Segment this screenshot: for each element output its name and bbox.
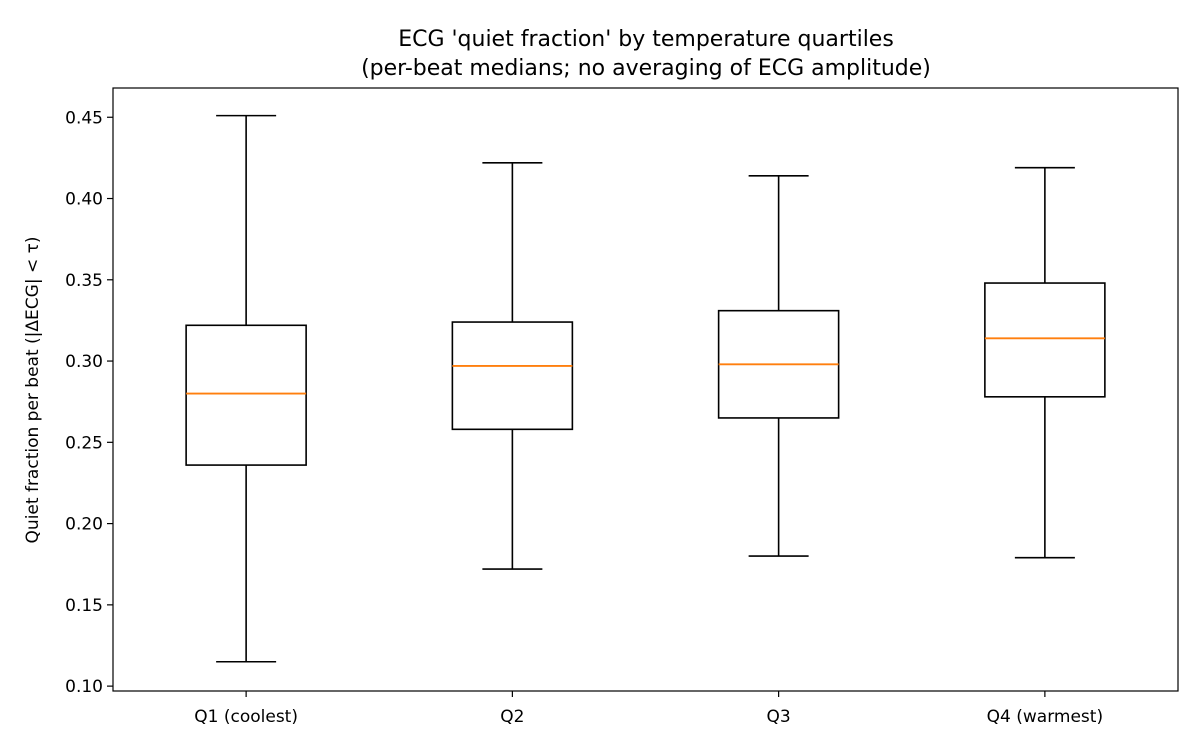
y-tick-label: 0.40 — [65, 190, 103, 210]
y-tick-label: 0.20 — [65, 515, 103, 535]
chart-title: ECG 'quiet fraction' by temperature quar… — [398, 27, 894, 52]
x-tick-label: Q2 — [500, 707, 524, 727]
box-iqr — [451, 321, 574, 431]
y-axis-label: Quiet fraction per beat (|ΔECG| < τ) — [23, 237, 43, 544]
x-tick-label: Q4 (warmest) — [987, 707, 1103, 727]
y-tick-label: 0.45 — [65, 108, 103, 128]
y-tick-label: 0.10 — [65, 677, 103, 697]
box-iqr — [185, 324, 307, 466]
y-tick-label: 0.35 — [65, 271, 103, 291]
x-tick-label: Q3 — [767, 707, 791, 727]
y-tick-label: 0.15 — [65, 596, 103, 616]
x-tick-label: Q1 (coolest) — [194, 707, 298, 727]
y-tick-label: 0.30 — [65, 352, 103, 372]
box-iqr — [984, 282, 1106, 398]
y-tick-label: 0.25 — [65, 433, 103, 453]
plot-area: 0.10 0.15 0.20 0.25 0.30 0.35 0.40 0.45 Q1 (cool… — [65, 87, 1179, 727]
axes-frame — [112, 87, 1179, 692]
chart-subtitle: (per-beat medians; no averaging of ECG a… — [361, 56, 931, 81]
